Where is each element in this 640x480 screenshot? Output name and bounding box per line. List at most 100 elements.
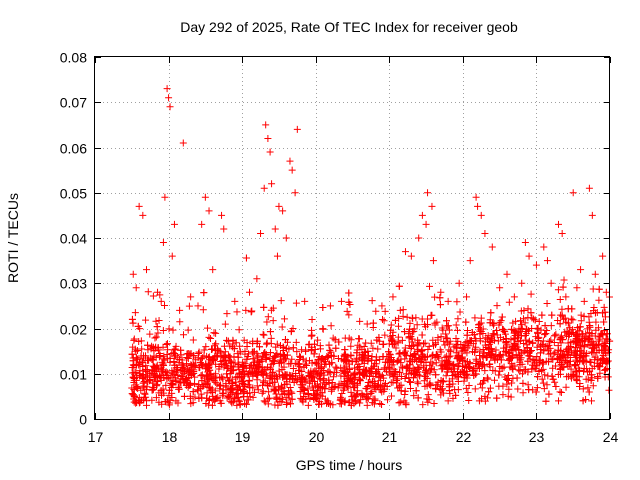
data-point-marker <box>254 363 262 371</box>
data-point-marker <box>500 327 508 335</box>
data-point-marker <box>228 379 236 387</box>
data-point-marker <box>541 331 549 339</box>
data-point-marker <box>156 372 164 380</box>
data-point-marker <box>529 339 537 347</box>
data-point-marker <box>205 362 213 370</box>
data-point-marker <box>275 359 283 367</box>
data-point-marker <box>207 335 215 343</box>
data-point-marker <box>452 391 460 399</box>
data-point-marker <box>547 336 555 344</box>
data-point-marker <box>545 390 553 398</box>
data-point-marker <box>500 363 508 371</box>
data-point-marker <box>454 377 462 385</box>
data-point-marker <box>472 360 480 368</box>
data-point-marker <box>253 382 261 390</box>
data-point-marker <box>452 342 460 350</box>
data-point-marker <box>289 325 297 333</box>
data-point-marker <box>174 383 182 391</box>
data-point-marker <box>205 207 213 215</box>
data-point-marker <box>273 373 281 381</box>
data-point-marker <box>422 367 430 375</box>
data-point-marker <box>302 357 310 365</box>
data-point-marker <box>540 243 548 251</box>
data-point-marker <box>455 363 463 371</box>
data-point-marker <box>376 372 384 380</box>
data-point-marker <box>378 400 386 408</box>
data-point-marker <box>605 386 613 394</box>
data-point-marker <box>596 363 604 371</box>
data-point-marker <box>341 398 349 406</box>
data-point-marker <box>264 134 272 142</box>
data-point-marker <box>498 364 506 372</box>
data-point-marker <box>537 326 545 334</box>
data-point-marker <box>402 370 410 378</box>
data-point-marker <box>435 354 443 362</box>
data-point-marker <box>521 332 529 340</box>
data-point-marker <box>187 371 195 379</box>
data-point-marker <box>194 354 202 362</box>
data-point-marker <box>403 362 411 370</box>
data-point-marker <box>235 326 243 334</box>
data-point-marker <box>423 321 431 329</box>
data-point-marker <box>591 309 599 317</box>
data-point-marker <box>210 372 218 380</box>
data-point-marker <box>344 371 352 379</box>
data-point-marker <box>479 345 487 353</box>
data-point-marker <box>387 356 395 364</box>
data-point-marker <box>355 335 363 343</box>
data-point-marker <box>306 373 314 381</box>
data-point-marker <box>247 308 255 316</box>
data-point-marker <box>327 351 335 359</box>
data-point-marker <box>308 373 316 381</box>
data-point-marker <box>249 362 257 370</box>
data-point-marker <box>204 376 212 384</box>
data-point-marker <box>420 340 428 348</box>
data-point-marker <box>311 382 319 390</box>
data-point-marker <box>310 378 318 386</box>
data-point-marker <box>533 325 541 333</box>
data-point-marker <box>225 393 233 401</box>
data-point-marker <box>143 401 150 409</box>
data-point-marker <box>331 336 339 344</box>
data-point-marker <box>429 257 437 265</box>
data-point-marker <box>485 360 493 368</box>
data-point-marker <box>130 374 138 382</box>
data-point-marker <box>314 383 322 391</box>
data-point-marker <box>165 325 173 333</box>
data-point-marker <box>558 305 566 313</box>
data-point-marker <box>152 394 160 402</box>
data-point-marker <box>508 379 516 387</box>
data-point-marker <box>191 393 199 401</box>
data-point-marker <box>496 284 504 292</box>
data-point-marker <box>195 363 203 371</box>
data-point-marker <box>436 294 444 302</box>
data-point-marker <box>184 326 192 334</box>
data-point-marker <box>131 397 139 405</box>
data-point-marker <box>172 377 180 385</box>
data-point-marker <box>269 357 277 365</box>
data-point-marker <box>393 358 401 366</box>
data-point-marker <box>381 358 389 366</box>
data-point-marker <box>276 356 284 364</box>
data-point-marker <box>543 257 551 265</box>
data-point-marker <box>587 376 595 384</box>
data-point-marker <box>397 398 405 406</box>
data-point-marker <box>429 336 437 344</box>
data-point-marker <box>374 365 382 373</box>
data-point-marker <box>208 355 216 363</box>
data-point-marker <box>174 371 182 379</box>
data-point-marker <box>259 387 267 395</box>
data-point-marker <box>227 358 235 366</box>
data-point-marker <box>575 366 583 374</box>
data-point-marker <box>337 297 345 305</box>
data-point-marker <box>484 335 492 343</box>
data-point-marker <box>343 307 351 315</box>
data-point-marker <box>231 359 239 367</box>
data-point-marker <box>149 386 157 394</box>
data-point-marker <box>394 339 402 347</box>
data-point-marker <box>442 361 450 369</box>
data-point-marker <box>499 391 507 399</box>
data-point-marker <box>525 327 533 335</box>
data-point-marker <box>387 321 395 329</box>
data-point-marker <box>359 392 367 400</box>
